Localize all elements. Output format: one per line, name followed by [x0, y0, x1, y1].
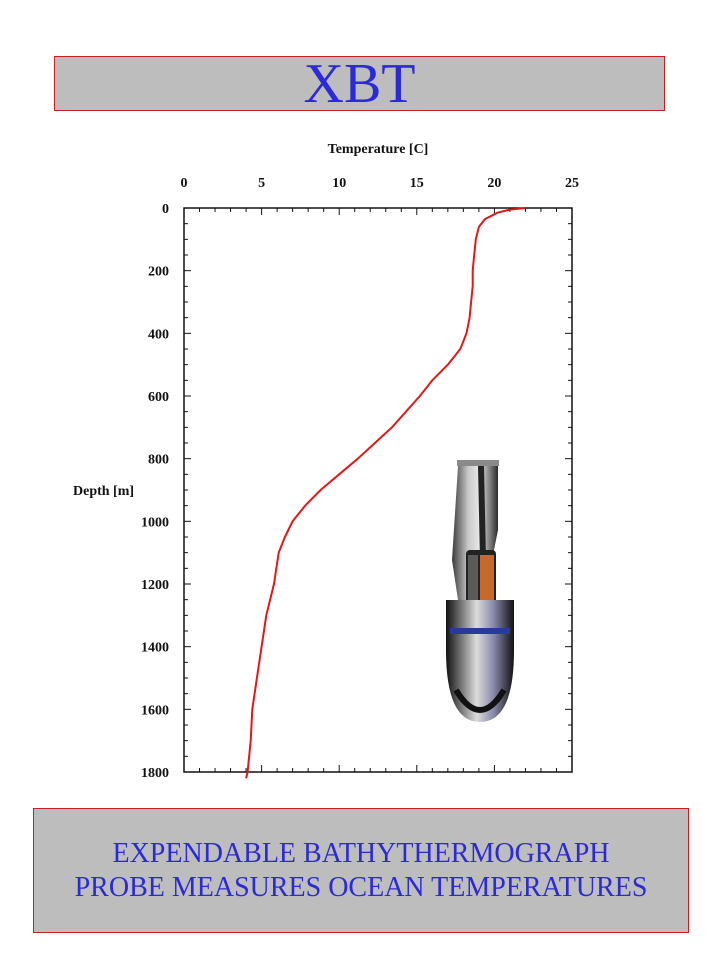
y-tick-label: 600	[148, 390, 169, 405]
plot-frame	[183, 207, 573, 773]
xbt-probe-icon	[446, 460, 514, 722]
caption-box: EXPENDABLE BATHYTHERMOGRAPH PROBE MEASUR…	[33, 808, 689, 933]
y-tick-label: 1400	[141, 641, 169, 656]
y-tick-label: 0	[162, 202, 169, 217]
y-axis-title: Depth [m]	[73, 484, 134, 499]
depth-temperature-chart: 0 5 10 15 20 25 0 200 400 600 800 1000 1200 1400 1600 1…	[73, 142, 579, 781]
slide-caption: EXPENDABLE BATHYTHERMOGRAPH PROBE MEASUR…	[74, 837, 648, 903]
x-tick-label: 15	[410, 176, 424, 191]
x-tick-label: 0	[181, 176, 188, 191]
axes-layer: 0 5 10 15 20 25 0 200 400 600 800 1000 1200 1400 1600 1…	[73, 142, 579, 781]
y-tick-label: 400	[148, 327, 169, 342]
y-tick-label: 800	[148, 453, 169, 468]
y-tick-label: 1200	[141, 578, 169, 593]
y-tick-label: 1000	[141, 515, 169, 530]
x-tick-label: 25	[565, 176, 579, 191]
temperature-profile-line	[245, 207, 526, 779]
slide-title: XBT	[303, 52, 416, 115]
y-tick-label: 200	[148, 265, 169, 280]
title-box: XBT	[54, 52, 665, 115]
y-tick-label: 1800	[141, 766, 169, 781]
x-tick-label: 10	[332, 176, 346, 191]
x-axis-title: Temperature [C]	[328, 142, 429, 157]
x-tick-label: 20	[487, 176, 501, 191]
y-tick-label: 1600	[141, 703, 169, 718]
x-tick-label: 5	[258, 176, 265, 191]
